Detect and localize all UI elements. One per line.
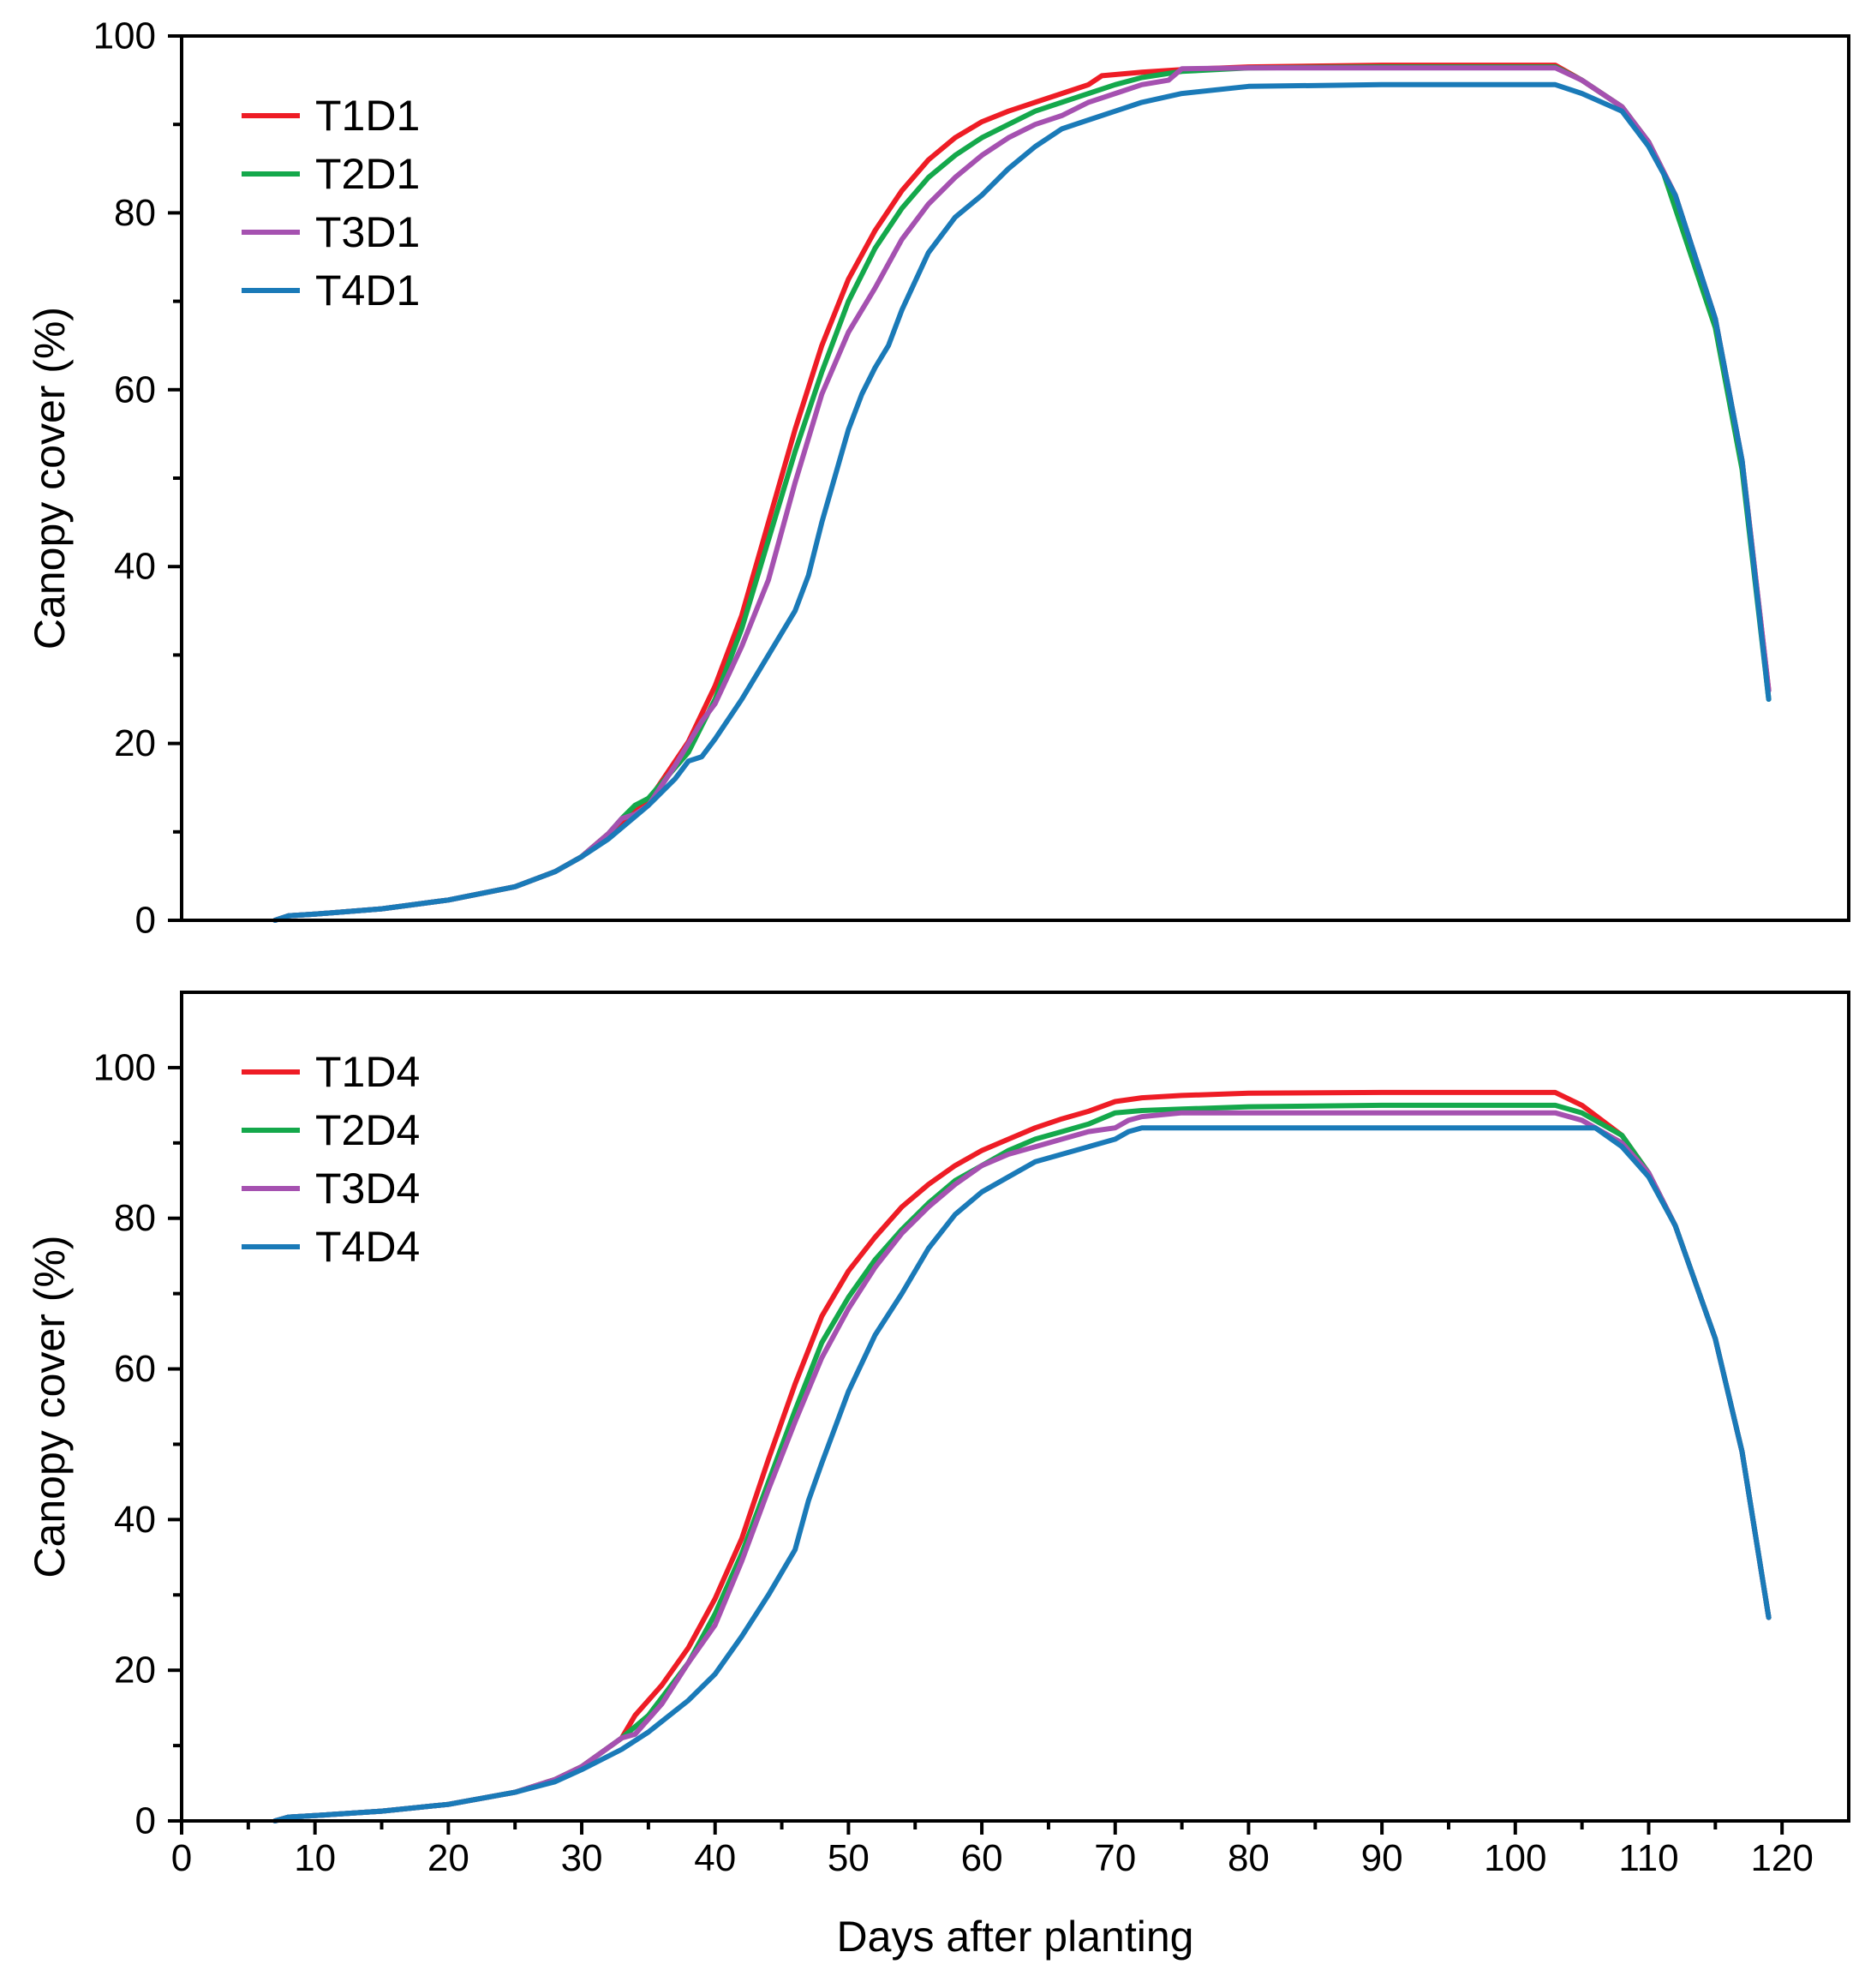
- bottom-legend-label-t1d4: T1D4: [315, 1048, 420, 1096]
- bottom-x-tick-label: 0: [171, 1837, 192, 1879]
- bottom-y-tick-label: 60: [114, 1348, 156, 1390]
- bottom-legend: T1D4 T2D4 T3D4 T4D4: [242, 1048, 420, 1271]
- bottom-plot-frame: [180, 991, 1850, 1823]
- top-y-tick-label: 0: [135, 900, 156, 942]
- top-y-axis-title: Canopy cover (%): [26, 307, 74, 650]
- bottom-x-tick-label: 120: [1750, 1837, 1813, 1879]
- top-panel-chart: 0 20 40 60 80 100 Canopy cover (%) T1D1 T2D1 T3D1…: [26, 15, 1850, 942]
- top-series-line-t1d1: [272, 63, 1772, 923]
- bottom-legend-label-t3d4: T3D4: [315, 1165, 420, 1213]
- bottom-y-tick-label: 100: [93, 1046, 156, 1088]
- bottom-panel-chart: 0 20 40 60 80 100 0 10 20 30 40 50 60 70 80 90 100 110 120…: [26, 991, 1850, 1961]
- top-legend-label-t4d1: T4D1: [315, 266, 420, 314]
- bottom-legend-label-t4d4: T4D4: [315, 1223, 420, 1271]
- top-series-line-t2d1: [272, 64, 1772, 923]
- top-series-group: [272, 63, 1772, 923]
- top-y-tick-label: 40: [114, 546, 156, 588]
- bottom-legend-label-t2d4: T2D4: [315, 1106, 420, 1154]
- bottom-x-tick-label: 70: [1094, 1837, 1136, 1879]
- bottom-x-tick-label: 40: [694, 1837, 736, 1879]
- top-y-tick-label: 100: [93, 15, 156, 57]
- bottom-y-tick-label: 20: [114, 1650, 156, 1692]
- top-legend-label-t3d1: T3D1: [315, 208, 420, 256]
- bottom-x-tick-label: 10: [294, 1837, 336, 1879]
- bottom-y-axis-title: Canopy cover (%): [26, 1235, 74, 1578]
- bottom-x-tick-label: 110: [1618, 1837, 1678, 1879]
- bottom-y-tick-label: 0: [135, 1800, 156, 1842]
- top-series-line-t3d1: [272, 65, 1772, 923]
- bottom-x-tick-label: 30: [561, 1837, 603, 1879]
- bottom-x-tick-label: 80: [1228, 1837, 1270, 1879]
- bottom-series-group: [272, 1089, 1772, 1823]
- top-legend: T1D1 T2D1 T3D1 T4D1: [242, 92, 420, 314]
- bottom-x-axis-title: Days after planting: [837, 1913, 1194, 1961]
- bottom-x-tick-label: 60: [961, 1837, 1003, 1879]
- top-plot-frame: [180, 34, 1850, 922]
- bottom-series-line-t4d4: [272, 1125, 1772, 1823]
- bottom-x-tick-label: 100: [1484, 1837, 1546, 1879]
- top-series-line-t4d1: [272, 81, 1772, 923]
- top-y-tick-label: 60: [114, 368, 156, 410]
- top-legend-label-t2d1: T2D1: [315, 150, 420, 198]
- top-y-tick-label: 20: [114, 722, 156, 764]
- bottom-x-tick-label: 90: [1361, 1837, 1403, 1879]
- bottom-y-tick-label: 40: [114, 1499, 156, 1541]
- bottom-series-line-t3d4: [272, 1110, 1772, 1823]
- bottom-x-tick-label: 50: [828, 1837, 870, 1879]
- bottom-series-line-t1d4: [272, 1089, 1772, 1823]
- bottom-y-tick-label: 80: [114, 1197, 156, 1239]
- top-y-tick-label: 80: [114, 192, 156, 234]
- bottom-series-line-t2d4: [272, 1102, 1772, 1823]
- bottom-x-tick-label: 20: [427, 1837, 469, 1879]
- top-legend-label-t1d1: T1D1: [315, 92, 420, 140]
